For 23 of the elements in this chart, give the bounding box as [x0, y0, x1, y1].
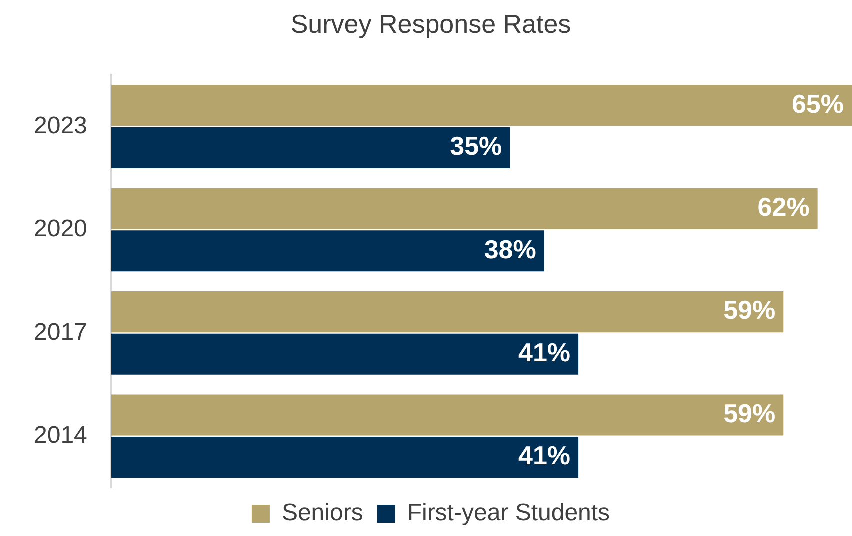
y-tick-label: 2023: [34, 112, 88, 140]
y-tick-label: 2014: [34, 422, 88, 450]
legend-label: Seniors: [282, 500, 364, 527]
data-label: 41%: [518, 440, 571, 471]
legend-label: First-year Students: [407, 500, 610, 527]
data-label: 62%: [758, 192, 810, 222]
y-tick-label: 2020: [34, 216, 88, 243]
chart-title: Survey Response Rates: [290, 8, 572, 39]
data-label: 35%: [450, 131, 502, 162]
data-label: 59%: [724, 295, 776, 326]
bar: [111, 85, 852, 126]
bar: [111, 394, 784, 436]
data-label: 38%: [484, 234, 536, 264]
bar: [111, 334, 579, 375]
data-label: 41%: [518, 338, 571, 368]
bar: [111, 437, 579, 478]
data-label: 65%: [792, 88, 844, 119]
bar: [111, 188, 818, 230]
bar: [111, 127, 510, 168]
bar: [111, 292, 784, 333]
y-tick-label: 2017: [34, 318, 88, 346]
data-label: 59%: [724, 398, 776, 428]
bar: [111, 230, 544, 272]
